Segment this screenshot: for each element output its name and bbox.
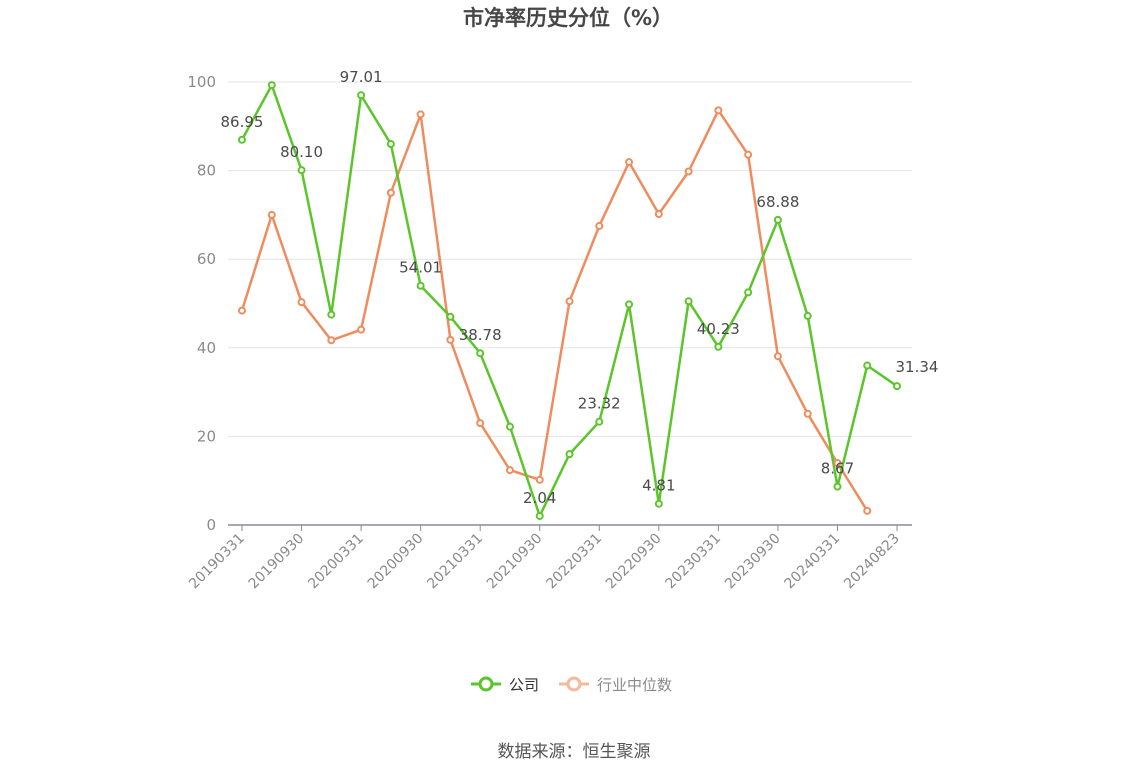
data-label: 68.88 bbox=[756, 193, 799, 211]
data-point[interactable] bbox=[863, 361, 872, 370]
data-point[interactable] bbox=[535, 475, 544, 484]
data-point[interactable] bbox=[803, 311, 812, 320]
x-tick-label: 20190930 bbox=[246, 531, 308, 593]
data-point[interactable] bbox=[416, 281, 425, 290]
grid-lines bbox=[228, 81, 912, 437]
data-point[interactable] bbox=[416, 110, 425, 119]
y-tick-label: 60 bbox=[197, 250, 216, 268]
data-point[interactable] bbox=[893, 382, 901, 391]
data-point[interactable] bbox=[327, 336, 336, 345]
data-point[interactable] bbox=[386, 140, 395, 149]
x-tick-label: 20220930 bbox=[603, 531, 665, 593]
data-point[interactable] bbox=[357, 91, 366, 100]
x-tick-label: 20200331 bbox=[305, 531, 367, 593]
y-tick-label: 80 bbox=[197, 162, 216, 180]
data-point[interactable] bbox=[327, 310, 336, 319]
data-point[interactable] bbox=[684, 167, 693, 176]
legend-industry-circle-icon bbox=[566, 676, 582, 692]
data-source: 数据来源：恒生聚源 bbox=[498, 742, 651, 762]
data-point[interactable] bbox=[595, 221, 604, 230]
data-label: 31.34 bbox=[896, 358, 939, 376]
data-point[interactable] bbox=[505, 466, 514, 475]
data-point[interactable] bbox=[595, 417, 604, 426]
x-tick-label: 20200930 bbox=[365, 531, 427, 593]
data-point[interactable] bbox=[297, 166, 306, 175]
data-point[interactable] bbox=[803, 409, 812, 418]
data-point[interactable] bbox=[773, 215, 782, 224]
y-tick-label: 20 bbox=[197, 427, 216, 445]
data-point[interactable] bbox=[773, 352, 782, 361]
legend-company-circle-icon bbox=[478, 676, 494, 692]
data-point[interactable] bbox=[267, 81, 276, 90]
data-point[interactable] bbox=[625, 158, 634, 167]
data-label: 23.32 bbox=[578, 395, 621, 413]
x-tick-label: 20240331 bbox=[782, 531, 844, 593]
data-point[interactable] bbox=[714, 106, 723, 115]
legend-industry-label: 行业中位数 bbox=[597, 676, 672, 694]
series-points bbox=[238, 81, 901, 520]
data-point[interactable] bbox=[297, 298, 306, 307]
data-labels: 86.95 80.10 97.01 54.01 38.78 2.04 23.32 4.81 40… bbox=[221, 68, 939, 507]
data-label: 4.81 bbox=[642, 477, 675, 495]
data-point[interactable] bbox=[863, 506, 872, 515]
data-point[interactable] bbox=[357, 325, 366, 334]
data-point[interactable] bbox=[625, 300, 634, 309]
data-point[interactable] bbox=[654, 499, 663, 508]
data-point[interactable] bbox=[446, 335, 455, 344]
x-tick-label: 20220331 bbox=[543, 531, 605, 593]
data-label: 86.95 bbox=[221, 113, 264, 131]
data-label: 97.01 bbox=[340, 68, 383, 86]
data-point[interactable] bbox=[565, 297, 574, 306]
data-point[interactable] bbox=[535, 511, 544, 520]
x-tick-label: 20240823 bbox=[841, 531, 903, 593]
data-label: 80.10 bbox=[280, 143, 323, 161]
data-point[interactable] bbox=[386, 188, 395, 197]
data-point[interactable] bbox=[476, 419, 485, 428]
data-label: 2.04 bbox=[523, 489, 556, 507]
y-tick-label: 100 bbox=[187, 73, 216, 91]
legend-item-industry[interactable]: 行业中位数 bbox=[559, 676, 672, 694]
legend: 公司 行业中位数 bbox=[471, 676, 672, 694]
data-label: 40.23 bbox=[697, 320, 740, 338]
legend-company-label: 公司 bbox=[509, 676, 539, 694]
data-point[interactable] bbox=[238, 135, 246, 144]
data-point[interactable] bbox=[684, 297, 693, 306]
x-axis: 2019033120190930202003312020093020210331… bbox=[186, 524, 912, 593]
data-label: 8.67 bbox=[821, 460, 854, 478]
data-label: 54.01 bbox=[399, 259, 442, 277]
y-axis: 0 20 40 60 80 100 bbox=[187, 73, 216, 534]
y-tick-label: 40 bbox=[197, 339, 216, 357]
data-point[interactable] bbox=[744, 150, 753, 159]
x-tick-label: 20210930 bbox=[484, 531, 546, 593]
data-point[interactable] bbox=[714, 342, 723, 351]
data-point[interactable] bbox=[833, 482, 842, 491]
data-point[interactable] bbox=[744, 288, 753, 297]
data-point[interactable] bbox=[565, 450, 574, 459]
data-point[interactable] bbox=[476, 349, 485, 358]
data-point[interactable] bbox=[446, 312, 455, 321]
x-tick-label: 20230331 bbox=[662, 531, 724, 593]
x-tick-label: 20230930 bbox=[722, 531, 784, 593]
legend-item-company[interactable]: 公司 bbox=[471, 676, 539, 694]
data-label: 38.78 bbox=[459, 326, 502, 344]
data-point[interactable] bbox=[238, 306, 246, 315]
x-tick-label: 20190331 bbox=[186, 531, 248, 593]
chart-title: 市净率历史分位（%） bbox=[463, 6, 673, 30]
data-point[interactable] bbox=[505, 422, 514, 431]
x-tick-label: 20210331 bbox=[424, 531, 486, 593]
y-tick-label: 0 bbox=[206, 516, 216, 534]
data-point[interactable] bbox=[654, 210, 663, 219]
data-point[interactable] bbox=[833, 458, 842, 467]
data-point[interactable] bbox=[267, 210, 276, 219]
